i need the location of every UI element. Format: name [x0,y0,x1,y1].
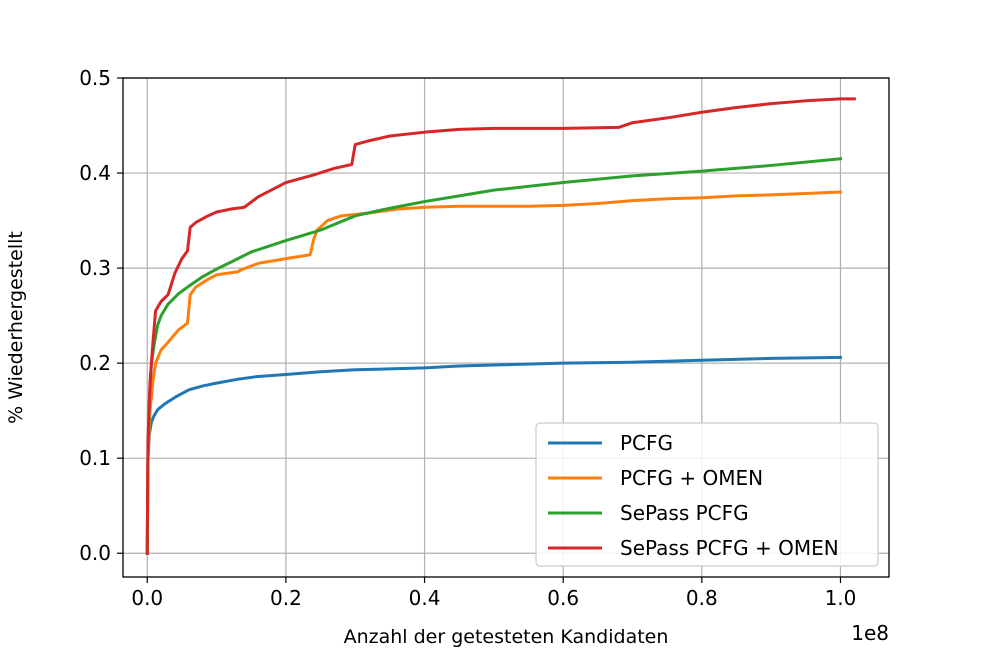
y-axis-label: % Wiederhergestellt [5,231,27,424]
x-axis-label: Anzahl der getesteten Kandidaten [344,626,669,648]
legend-box [535,422,879,567]
y-tick-label: 0.3 [79,256,111,280]
x-axis-offset-label: 1e8 [851,621,889,645]
x-tick-label: 0.4 [409,586,441,610]
legend-label-1: PCFG [620,431,673,455]
x-tick-label: 0.8 [686,586,718,610]
y-tick-label: 0.0 [79,541,111,565]
series-line-2 [145,190,843,555]
legend-label-3: SePass PCFG [620,501,749,525]
series-line-4 [145,97,856,555]
x-tick-label: 0.6 [547,586,579,610]
series-line-1 [145,355,843,555]
axis-ticks: 0.0 0.2 0.4 0.6 0.8 1.0 0.0 0.1 0.2 0.3 0.4 0.5 [79,66,856,610]
legend-label-2: PCFG + OMEN [620,466,763,490]
y-tick-label: 0.2 [79,351,111,375]
series-layer [145,97,856,555]
y-tick-label: 0.1 [79,446,111,470]
legend-label-4: SePass PCFG + OMEN [620,536,839,560]
x-tick-label: 0.0 [131,586,163,610]
series-line-3 [145,157,843,555]
y-tick-label: 0.5 [79,66,111,90]
y-tick-label: 0.4 [79,161,111,185]
legend: PCFG PCFG + OMEN SePass PCFG SePass PCFG + … [535,422,879,567]
x-tick-label: 1.0 [825,586,857,610]
plot-frame [122,77,890,578]
x-tick-label: 0.2 [270,586,302,610]
